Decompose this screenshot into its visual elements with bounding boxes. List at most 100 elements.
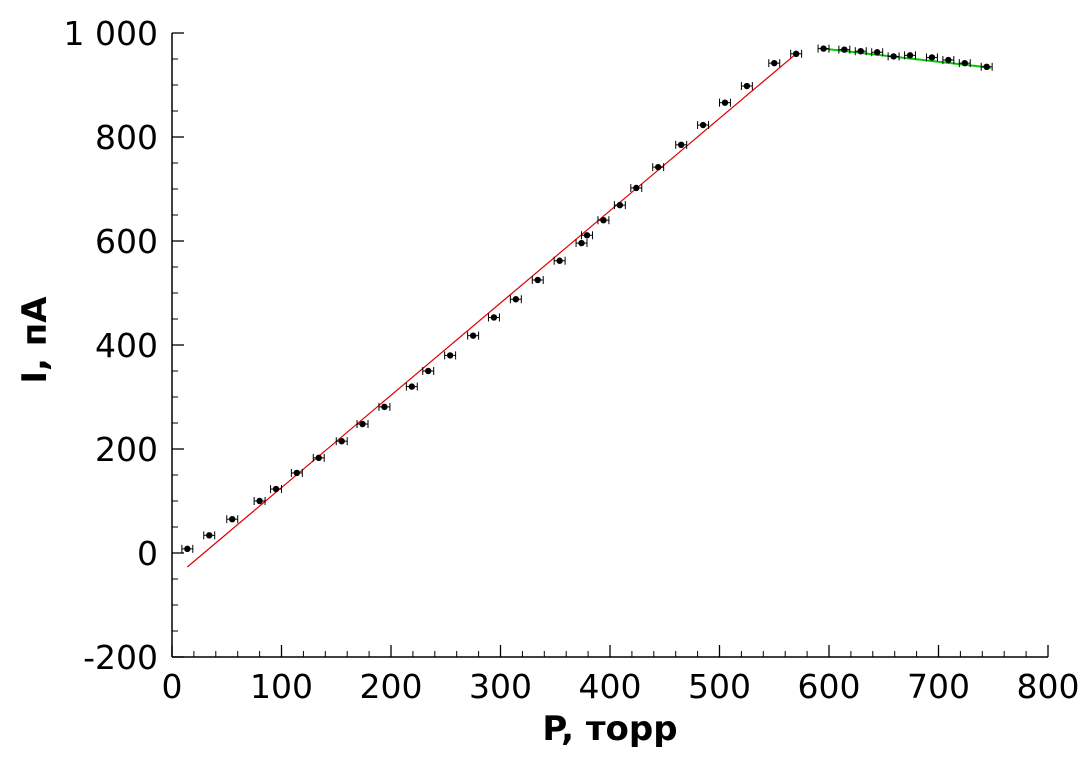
point-marker [945, 56, 952, 64]
data-point [958, 59, 971, 68]
point-marker [616, 201, 624, 209]
point-marker [184, 545, 191, 553]
data-point [675, 140, 688, 149]
point-marker [229, 516, 236, 523]
x-tick-label: 800 [1017, 667, 1080, 706]
point-marker [338, 438, 345, 445]
point-marker [890, 53, 897, 60]
fit-line-red [186, 53, 797, 568]
point-marker [983, 63, 990, 70]
x-tick-label: 500 [688, 667, 751, 706]
data-point [740, 82, 753, 91]
point-marker [446, 352, 454, 359]
data-point [290, 468, 303, 477]
data-point [597, 216, 610, 225]
point-marker [792, 50, 800, 57]
y-tick-label: 0 [137, 534, 158, 573]
point-marker [425, 367, 432, 375]
point-marker [857, 48, 864, 55]
data-point [356, 420, 369, 429]
x-axis-title: P, торр [542, 709, 677, 749]
data-points [181, 44, 993, 553]
data-point [270, 485, 282, 494]
data-point [444, 351, 457, 360]
axes [171, 33, 1048, 658]
data-point [203, 531, 216, 540]
x-tick-label: 100 [250, 667, 313, 706]
point-marker [315, 454, 322, 462]
tick-marks [171, 32, 1049, 658]
data-point [697, 121, 710, 130]
y-tick-label: 200 [95, 430, 158, 469]
data-point [422, 367, 435, 375]
point-marker [743, 82, 751, 90]
point-marker [928, 54, 936, 61]
data-point [312, 453, 325, 462]
point-marker [408, 383, 416, 390]
point-marker [633, 184, 640, 192]
point-marker [206, 532, 213, 539]
data-point [181, 544, 194, 553]
point-marker [469, 332, 477, 339]
point-marker [820, 45, 827, 52]
data-point [652, 163, 665, 172]
x-tick-label: 700 [907, 667, 970, 706]
x-tick-label: 300 [469, 667, 532, 706]
data-point [253, 497, 266, 505]
data-point [790, 49, 803, 58]
data-point [581, 231, 593, 240]
point-marker [256, 497, 263, 505]
point-marker [873, 49, 881, 56]
point-marker [699, 121, 707, 129]
point-marker [841, 46, 848, 53]
point-marker [906, 52, 914, 59]
data-point [335, 437, 348, 446]
x-tick-label: 600 [798, 667, 861, 706]
data-point [768, 59, 781, 68]
x-tick-label: 0 [162, 667, 183, 706]
x-tick-label: 400 [579, 667, 642, 706]
point-marker [534, 276, 541, 284]
point-marker [556, 257, 563, 264]
point-marker [293, 469, 301, 477]
data-point [531, 276, 544, 284]
data-point [467, 331, 480, 340]
y-tick-label: 400 [95, 326, 158, 365]
y-tick-label: 800 [95, 118, 158, 157]
data-point [980, 62, 993, 71]
point-marker [600, 217, 607, 224]
point-marker [381, 403, 388, 411]
data-point [904, 51, 917, 60]
data-point [925, 53, 938, 62]
point-marker [512, 296, 520, 303]
data-point [487, 313, 500, 322]
x-tick-label: 200 [360, 667, 423, 706]
tick-labels: 0 100 200 300 400 500 600 700 800-20002004006008… [64, 14, 1080, 706]
point-marker [490, 314, 498, 321]
y-tick-label: 1 000 [64, 14, 158, 53]
data-point [871, 48, 884, 57]
point-marker [961, 59, 968, 67]
data-point [378, 402, 391, 411]
fit-lines [186, 47, 992, 568]
point-marker [272, 485, 280, 493]
y-axis-title: I, пА [15, 296, 55, 384]
point-marker [578, 239, 585, 247]
point-marker [583, 232, 591, 239]
point-marker [721, 99, 729, 106]
data-point [817, 44, 830, 53]
data-point [854, 47, 867, 56]
point-marker [654, 163, 662, 171]
data-point [405, 382, 418, 391]
data-point [613, 201, 626, 210]
point-marker [771, 59, 778, 67]
data-point [719, 98, 731, 107]
data-point [509, 295, 522, 304]
data-point [887, 52, 900, 61]
data-point [838, 45, 851, 54]
data-point [553, 256, 566, 265]
data-point [575, 239, 588, 248]
y-tick-label: 600 [95, 222, 158, 261]
data-point [630, 183, 643, 192]
